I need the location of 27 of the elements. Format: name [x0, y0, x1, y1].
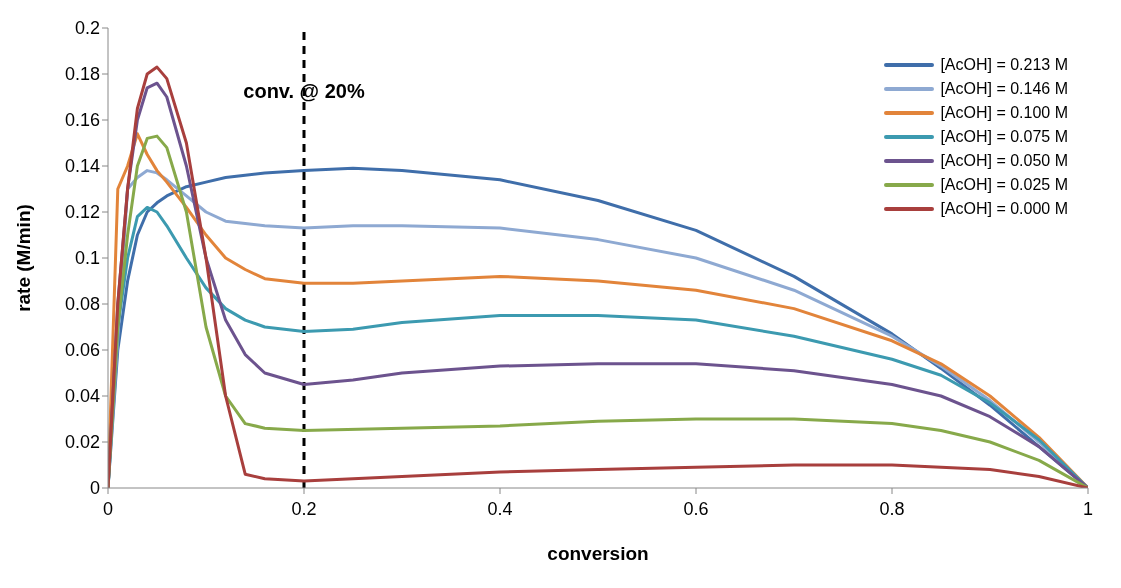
- y-tick-label: 0: [89, 478, 100, 499]
- legend-label: [AcOH] = 0.146 M: [940, 79, 1068, 99]
- legend-label: [AcOH] = 0.213 M: [940, 55, 1068, 75]
- legend-label: [AcOH] = 0.100 M: [940, 103, 1068, 123]
- y-tick-label: 0.1: [74, 248, 100, 269]
- legend-label: [AcOH] = 0.075 M: [940, 127, 1068, 147]
- legend-label: [AcOH] = 0.025 M: [940, 175, 1068, 195]
- y-tick-label: 0.08: [64, 294, 100, 315]
- x-tick-label: 0.2: [291, 498, 317, 519]
- y-axis-title: rate (M/min): [12, 204, 34, 312]
- y-tick-label: 0.06: [64, 340, 100, 361]
- y-tick-label: 0.02: [64, 432, 100, 453]
- x-tick-label: 0.6: [683, 498, 709, 519]
- y-tick-label: 0.18: [64, 64, 100, 85]
- x-axis-title: conversion: [547, 543, 649, 564]
- x-tick-label: 1: [1082, 498, 1094, 519]
- y-tick-label: 0.14: [64, 156, 100, 177]
- ref-line-label: conv. @ 20%: [243, 80, 365, 102]
- y-tick-label: 0.2: [74, 18, 100, 39]
- y-tick-label: 0.12: [64, 202, 100, 223]
- x-tick-label: 0: [102, 498, 114, 519]
- y-tick-label: 0.04: [64, 386, 100, 407]
- x-tick-label: 0.4: [487, 498, 513, 519]
- legend-label: [AcOH] = 0.000 M: [940, 199, 1068, 219]
- x-tick-label: 0.8: [879, 498, 905, 519]
- legend-label: [AcOH] = 0.050 M: [940, 151, 1068, 171]
- y-tick-label: 0.16: [64, 110, 100, 131]
